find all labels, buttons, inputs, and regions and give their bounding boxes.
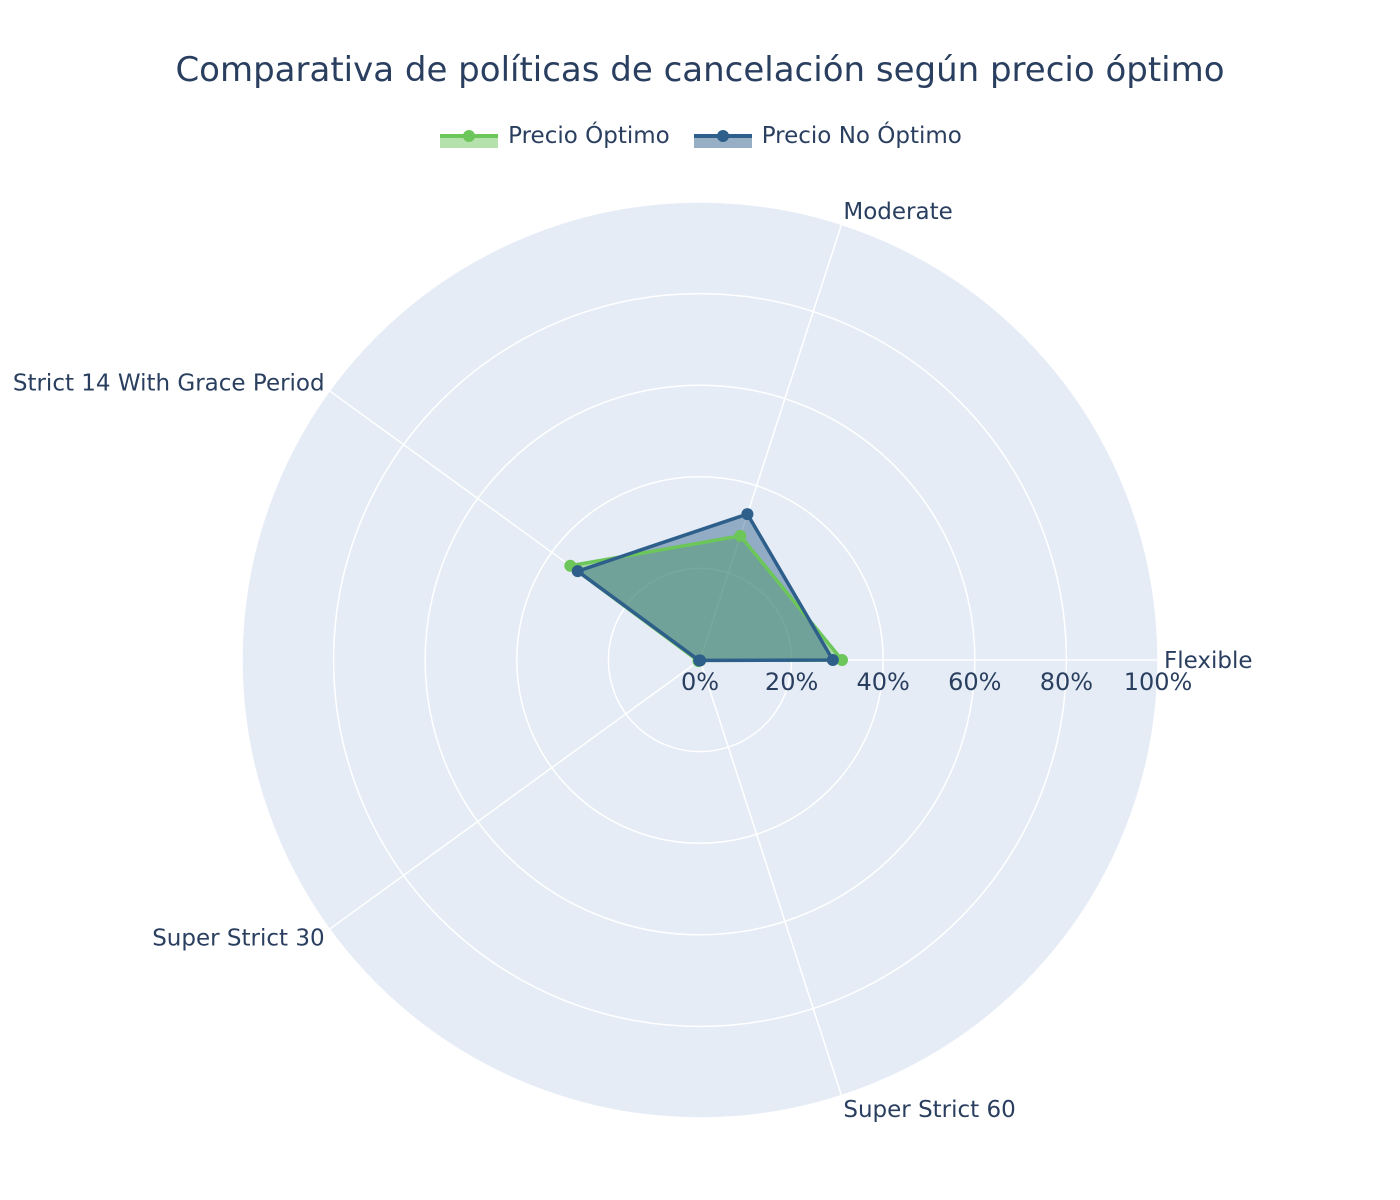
series-line-1 bbox=[575, 512, 835, 663]
legend-marker-swatch bbox=[463, 130, 476, 142]
legend-label-series-1: Precio No Óptimo bbox=[761, 123, 962, 149]
data-point[interactable] bbox=[741, 508, 754, 521]
radial-tick-label: 100% bbox=[1124, 668, 1193, 696]
data-point[interactable] bbox=[571, 565, 584, 578]
category-label: Strict 14 With Grace Period bbox=[13, 371, 325, 397]
chart-title: Comparativa de políticas de cancelación … bbox=[175, 50, 1225, 90]
data-point[interactable] bbox=[826, 654, 839, 666]
series-fill-0 bbox=[570, 535, 842, 662]
radial-tick-label: 80% bbox=[1040, 668, 1093, 696]
legend: Precio Óptimo Precio No Óptimo bbox=[0, 120, 1400, 152]
data-point[interactable] bbox=[835, 654, 848, 666]
category-label: Super Strict 30 bbox=[152, 925, 324, 951]
radial-tick-label: 60% bbox=[948, 668, 1001, 696]
category-label: Moderate bbox=[843, 199, 952, 225]
legend-swatch-series-1 bbox=[693, 130, 752, 148]
legend-swatch-series-0 bbox=[440, 130, 499, 148]
category-label: Super Strict 60 bbox=[843, 1097, 1015, 1123]
data-point[interactable] bbox=[734, 529, 747, 542]
radial-tick-label: 20% bbox=[765, 668, 818, 696]
grid-spoke bbox=[329, 659, 701, 930]
legend-item-series-1[interactable]: Precio No Óptimo bbox=[692, 120, 962, 152]
category-label: Flexible bbox=[1164, 648, 1253, 674]
legend-item-series-0[interactable]: Precio Óptimo bbox=[438, 120, 670, 152]
grid-spoke bbox=[699, 659, 843, 1096]
legend-marker-swatch bbox=[716, 130, 729, 142]
data-point[interactable] bbox=[694, 654, 707, 667]
legend-label-series-0: Precio Óptimo bbox=[508, 123, 670, 149]
radial-tick-label: 40% bbox=[857, 668, 910, 696]
radial-tick-label: 0% bbox=[681, 668, 719, 696]
